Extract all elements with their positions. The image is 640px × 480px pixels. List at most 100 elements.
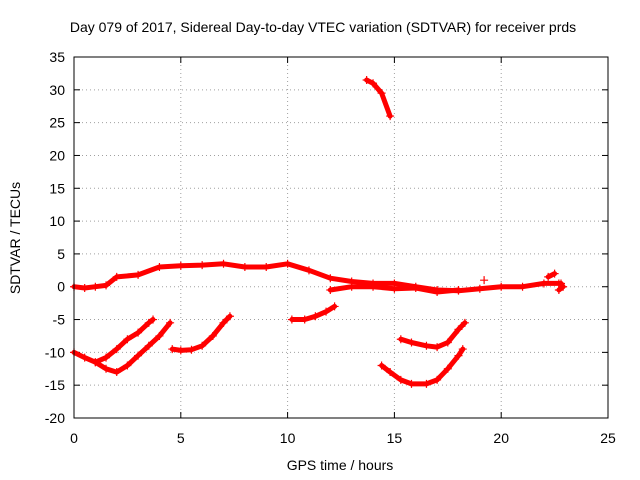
data-point [377, 361, 386, 370]
series-trace [364, 77, 393, 119]
data-point [454, 351, 463, 360]
data-point [219, 259, 228, 268]
data-point [454, 325, 463, 334]
data-point [112, 368, 121, 377]
data-point [123, 361, 132, 370]
data-point [198, 341, 207, 350]
data-point [497, 282, 506, 291]
data-point [433, 375, 442, 384]
x-tick-label: 25 [600, 430, 616, 446]
data-point [134, 328, 143, 337]
data-point [544, 272, 553, 281]
data-point [411, 284, 420, 293]
data-point [554, 286, 563, 295]
data-point [112, 272, 121, 281]
data-point [443, 364, 452, 373]
y-tick-label: 5 [57, 246, 65, 262]
data-point [134, 351, 143, 360]
y-tick-label: 10 [49, 213, 65, 229]
series-arc-early-1 [70, 315, 158, 367]
y-tick-label: -10 [45, 344, 65, 360]
series-trace [92, 320, 173, 375]
y-tick-label: 20 [49, 147, 65, 163]
data-point [390, 284, 399, 293]
series-trace [289, 303, 338, 322]
y-tick-label: -20 [45, 410, 65, 426]
y-tick-label: 30 [49, 82, 65, 98]
data-point [102, 364, 111, 373]
x-tick-label: 0 [70, 430, 78, 446]
data-point [422, 341, 431, 350]
data-point [80, 353, 89, 362]
y-tick-label: 0 [57, 279, 65, 295]
data-point [322, 307, 331, 316]
y-axis-label: SDTVAR / TECUs [7, 182, 23, 294]
data-point [144, 341, 153, 350]
data-point [287, 315, 296, 324]
data-point [362, 75, 371, 84]
data-point [155, 331, 164, 340]
data-point [123, 335, 132, 344]
data-point [225, 312, 234, 321]
data-point [539, 279, 548, 288]
series-arc-22-end [554, 279, 568, 295]
data-point [144, 318, 153, 327]
data-point [91, 358, 100, 367]
data-series [70, 75, 568, 388]
data-point [330, 302, 339, 311]
data-point [304, 266, 313, 275]
data-point [518, 282, 527, 291]
x-tick-label: 15 [387, 430, 403, 446]
series-arc-high [362, 75, 395, 121]
series-trace [398, 320, 468, 350]
series-arc-16-upper [396, 318, 469, 352]
data-point [326, 274, 335, 283]
data-point [460, 318, 469, 327]
y-tick-label: -15 [45, 377, 65, 393]
data-point [407, 338, 416, 347]
data-point [454, 286, 463, 295]
data-point [458, 345, 467, 354]
y-tick-label: -5 [53, 312, 66, 328]
series-arc-16-lower [377, 345, 467, 388]
plot-frame [73, 56, 609, 419]
data-point [149, 315, 158, 324]
data-point [102, 281, 111, 290]
series-trace [379, 346, 466, 387]
data-point [91, 282, 100, 291]
data-point [369, 79, 378, 88]
chart-title: Day 079 of 2017, Sidereal Day-to-day VTE… [70, 19, 576, 35]
data-point [102, 353, 111, 362]
series-main-band-lower [326, 282, 463, 296]
data-point [311, 312, 320, 321]
data-point [187, 345, 196, 354]
data-point [208, 331, 217, 340]
data-point [168, 345, 177, 354]
data-point [386, 368, 395, 377]
data-point [396, 335, 405, 344]
data-point [433, 287, 442, 296]
data-point [80, 284, 89, 293]
data-point [550, 269, 559, 278]
x-tick-label: 10 [280, 430, 296, 446]
data-point [166, 318, 175, 327]
data-point [198, 261, 207, 270]
data-point [369, 282, 378, 291]
series-arc-early-2 [91, 318, 175, 377]
axis-ticks: 0 5 10 15 20 25 -20 -15 -10 -5 0 5 10 15 20 25 30 35 [45, 49, 616, 446]
data-point [347, 282, 356, 291]
data-point [559, 282, 568, 291]
x-tick-label: 20 [493, 430, 509, 446]
data-point [283, 259, 292, 268]
series-stray [480, 276, 489, 285]
series-main-band [70, 259, 563, 295]
data-point [443, 338, 452, 347]
data-point [377, 89, 386, 98]
data-point [240, 263, 249, 272]
y-tick-label: 35 [49, 49, 65, 65]
data-point [219, 318, 228, 327]
data-point [386, 112, 395, 121]
data-point [326, 286, 335, 295]
data-point [134, 270, 143, 279]
